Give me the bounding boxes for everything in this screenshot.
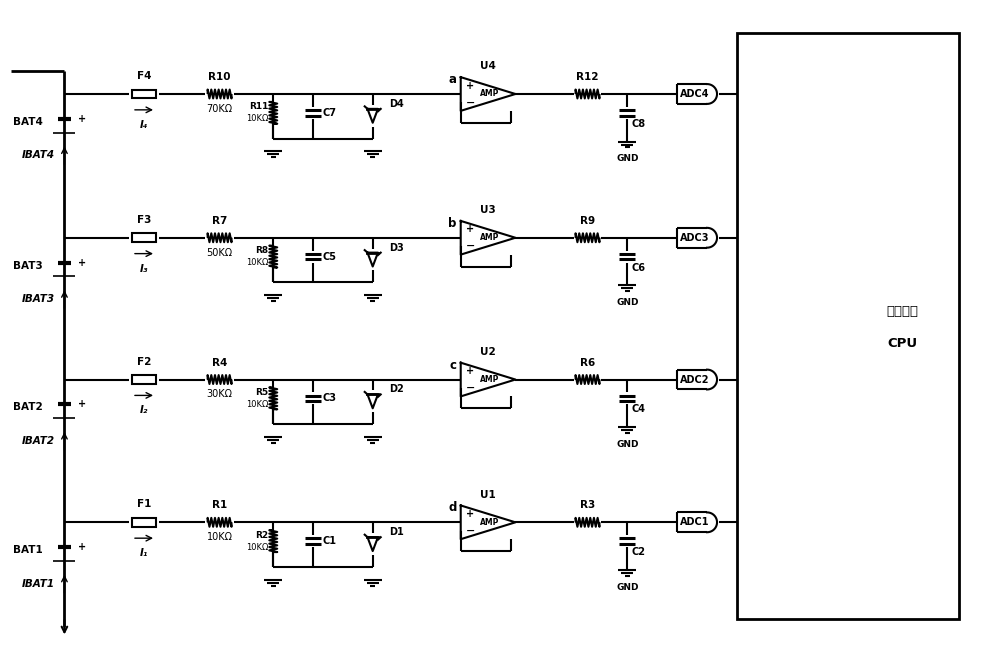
Text: IBAT3: IBAT3	[21, 294, 54, 304]
Text: U1: U1	[480, 490, 496, 499]
Text: IBAT4: IBAT4	[21, 151, 54, 160]
Text: D4: D4	[390, 99, 404, 109]
Text: R11: R11	[249, 102, 268, 111]
Text: +: +	[78, 114, 86, 124]
Text: −: −	[466, 97, 475, 108]
Text: −: −	[466, 241, 475, 251]
Text: U3: U3	[480, 205, 496, 215]
Text: 70KΩ: 70KΩ	[207, 104, 233, 114]
Text: CPU: CPU	[888, 337, 918, 350]
Text: C5: C5	[323, 252, 337, 261]
Text: ADC3: ADC3	[680, 233, 710, 243]
Bar	[737, 33, 959, 619]
Text: C1: C1	[323, 536, 337, 546]
Text: F4: F4	[137, 71, 151, 81]
Text: C8: C8	[631, 119, 645, 129]
Bar	[132, 375, 156, 384]
Text: +: +	[466, 81, 474, 91]
Text: R10: R10	[208, 72, 231, 82]
Text: F3: F3	[137, 215, 151, 225]
Text: C7: C7	[323, 108, 337, 118]
Text: F1: F1	[137, 499, 151, 509]
Text: R3: R3	[580, 501, 595, 511]
Text: GND: GND	[616, 155, 639, 164]
Text: +: +	[78, 542, 86, 552]
Text: BAT2: BAT2	[13, 402, 43, 412]
Text: +: +	[466, 509, 474, 519]
Text: IBAT1: IBAT1	[21, 579, 54, 589]
Text: I₁: I₁	[140, 548, 148, 558]
Text: R2: R2	[255, 531, 268, 540]
Text: 10KΩ: 10KΩ	[246, 114, 268, 123]
Text: 微处理器: 微处理器	[887, 304, 919, 318]
Text: BAT4: BAT4	[13, 117, 43, 126]
Text: 30KΩ: 30KΩ	[207, 389, 233, 400]
Bar	[132, 233, 156, 243]
Text: R12: R12	[576, 72, 599, 82]
Text: +: +	[466, 224, 474, 234]
Bar	[132, 89, 156, 98]
Text: R6: R6	[580, 358, 595, 368]
Text: GND: GND	[616, 583, 639, 592]
Text: BAT3: BAT3	[13, 261, 43, 271]
Text: 10KΩ: 10KΩ	[246, 542, 268, 552]
Text: AMP: AMP	[480, 233, 500, 243]
Text: b: b	[448, 217, 457, 230]
Text: GND: GND	[616, 298, 639, 307]
Text: I₃: I₃	[140, 263, 148, 274]
Text: F2: F2	[137, 357, 151, 366]
Text: D1: D1	[390, 527, 404, 537]
Text: −: −	[466, 383, 475, 393]
Text: +: +	[78, 258, 86, 267]
Text: D2: D2	[390, 385, 404, 394]
Text: 10KΩ: 10KΩ	[246, 400, 268, 409]
Text: AMP: AMP	[480, 518, 500, 527]
Text: IBAT2: IBAT2	[21, 436, 54, 446]
Text: ADC4: ADC4	[680, 89, 710, 99]
Text: R9: R9	[580, 216, 595, 226]
Text: C2: C2	[631, 547, 645, 557]
Text: R5: R5	[255, 388, 268, 397]
Text: ADC2: ADC2	[680, 374, 710, 385]
Text: 10KΩ: 10KΩ	[246, 258, 268, 267]
Text: −: −	[466, 526, 475, 536]
Text: C3: C3	[323, 393, 337, 404]
Text: 10KΩ: 10KΩ	[207, 532, 233, 542]
Text: I₄: I₄	[140, 120, 148, 130]
Text: R1: R1	[212, 501, 227, 511]
Text: R8: R8	[255, 246, 268, 255]
Text: GND: GND	[616, 440, 639, 449]
Text: ADC1: ADC1	[680, 517, 710, 527]
Text: d: d	[448, 501, 457, 514]
Text: C4: C4	[631, 404, 645, 414]
Text: +: +	[466, 366, 474, 376]
Text: AMP: AMP	[480, 89, 500, 98]
Text: c: c	[450, 359, 457, 372]
Text: R7: R7	[212, 216, 227, 226]
Text: D3: D3	[390, 243, 404, 253]
Text: 50KΩ: 50KΩ	[207, 248, 233, 258]
Text: I₂: I₂	[140, 406, 148, 415]
Text: U2: U2	[480, 347, 496, 357]
Text: a: a	[449, 73, 457, 86]
Text: +: +	[78, 399, 86, 409]
Text: BAT1: BAT1	[13, 545, 43, 555]
Text: R4: R4	[212, 358, 227, 368]
Text: U4: U4	[480, 61, 496, 71]
Text: C6: C6	[631, 263, 645, 273]
Bar	[132, 518, 156, 527]
Text: AMP: AMP	[480, 375, 500, 384]
